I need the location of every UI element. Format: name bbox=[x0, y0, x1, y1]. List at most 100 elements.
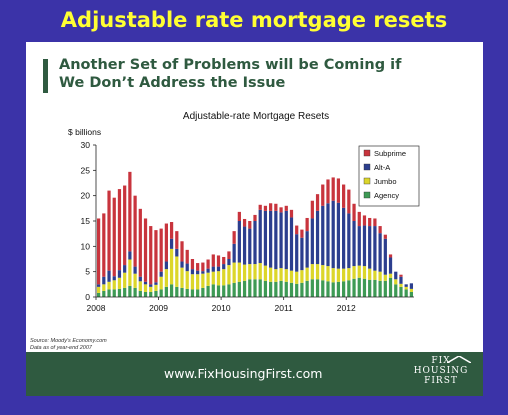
bar-agency-37 bbox=[289, 282, 294, 297]
headline-line-1: Another Set of Problems will be Coming i… bbox=[59, 57, 402, 73]
bar-agency-46 bbox=[336, 281, 341, 297]
y-tick-label-15: 15 bbox=[81, 216, 91, 226]
bar-jumbo-6 bbox=[128, 259, 132, 286]
bar-jumbo-5 bbox=[123, 272, 127, 288]
y-tick-label-10: 10 bbox=[81, 241, 91, 251]
bar-jumbo-34 bbox=[274, 269, 278, 282]
bars-group bbox=[96, 171, 414, 297]
chart-legend: Subprime Alt-A Jumbo Agency bbox=[358, 145, 420, 207]
bar-subprime-27 bbox=[237, 211, 241, 221]
bar-jumbo-18 bbox=[190, 274, 195, 290]
bar-jumbo-49 bbox=[352, 266, 356, 279]
bar-agency-25 bbox=[227, 284, 231, 297]
bar-jumbo-33 bbox=[269, 267, 273, 282]
bar-agency-16 bbox=[180, 287, 184, 297]
bar-subprime-11 bbox=[154, 230, 158, 283]
bar-alta-27 bbox=[237, 221, 241, 263]
headline-line-2: We Don’t Address the Issue bbox=[59, 75, 286, 91]
bar-jumbo-4 bbox=[117, 277, 122, 289]
bar-subprime-5 bbox=[123, 185, 127, 266]
bar-jumbo-21 bbox=[206, 272, 210, 286]
y-tick-label-0: 0 bbox=[85, 292, 90, 302]
bar-alta-14 bbox=[169, 238, 174, 249]
chart-title: Adjustable-rate Mortgage Resets bbox=[183, 111, 329, 122]
bar-alta-9 bbox=[143, 281, 148, 285]
bar-agency-50 bbox=[357, 277, 361, 297]
bar-alta-12 bbox=[159, 271, 163, 277]
bar-alta-6 bbox=[128, 251, 132, 260]
bar-subprime-47 bbox=[342, 184, 346, 208]
reset-chart: Adjustable-rate Mortgage Resets $ billio… bbox=[68, 111, 420, 313]
bar-jumbo-48 bbox=[347, 268, 351, 281]
bar-jumbo-9 bbox=[143, 284, 148, 292]
bar-alta-48 bbox=[347, 213, 351, 269]
bar-jumbo-28 bbox=[242, 264, 247, 281]
page-title: Adjustable rate mortgage resets bbox=[60, 8, 448, 32]
bar-agency-51 bbox=[362, 278, 367, 297]
bar-subprime-21 bbox=[206, 259, 210, 269]
bar-alta-43 bbox=[321, 205, 325, 266]
bar-agency-17 bbox=[185, 288, 189, 297]
bar-alta-36 bbox=[284, 210, 288, 270]
bar-jumbo-12 bbox=[159, 276, 163, 290]
bar-subprime-13 bbox=[164, 223, 168, 262]
legend-label-jumbo: Jumbo bbox=[374, 177, 397, 186]
bar-subprime-50 bbox=[357, 211, 361, 227]
bar-subprime-39 bbox=[300, 229, 304, 238]
bar-subprime-18 bbox=[190, 259, 195, 270]
bar-subprime-26 bbox=[232, 231, 236, 244]
bar-agency-59 bbox=[404, 289, 408, 297]
bar-agency-43 bbox=[321, 280, 325, 297]
bar-agency-42 bbox=[315, 279, 320, 297]
bar-subprime-45 bbox=[331, 177, 335, 201]
y-tick-label-30: 30 bbox=[81, 140, 91, 150]
bar-subprime-28 bbox=[242, 218, 247, 227]
bar-alta-41 bbox=[310, 218, 314, 265]
bar-agency-5 bbox=[123, 287, 127, 297]
bar-jumbo-25 bbox=[227, 265, 231, 285]
bar-jumbo-60 bbox=[409, 288, 414, 292]
bar-subprime-38 bbox=[295, 225, 299, 235]
bar-agency-4 bbox=[117, 288, 122, 297]
bar-jumbo-58 bbox=[399, 283, 403, 287]
bar-subprime-49 bbox=[352, 203, 356, 221]
bar-alta-44 bbox=[326, 203, 330, 267]
bar-alta-29 bbox=[248, 228, 252, 265]
x-tick-label-2012: 2012 bbox=[337, 303, 356, 313]
bar-subprime-10 bbox=[149, 226, 153, 285]
bar-jumbo-19 bbox=[196, 274, 200, 290]
bar-jumbo-1 bbox=[102, 284, 106, 291]
bar-alta-26 bbox=[232, 243, 236, 263]
logo-line-1: FIX bbox=[431, 356, 451, 366]
bar-subprime-58 bbox=[399, 274, 403, 277]
logo-line-2: HOUSING bbox=[413, 366, 469, 376]
bar-jumbo-51 bbox=[362, 266, 367, 279]
footer-url[interactable]: www.FixHousingFirst.com bbox=[164, 366, 323, 381]
bar-alta-53 bbox=[373, 226, 377, 271]
bar-agency-35 bbox=[279, 280, 283, 297]
bar-alta-7 bbox=[133, 266, 137, 274]
bar-alta-28 bbox=[242, 226, 247, 265]
bar-subprime-48 bbox=[347, 189, 351, 214]
bar-agency-9 bbox=[143, 291, 148, 297]
bar-alta-40 bbox=[305, 231, 309, 268]
bar-alta-38 bbox=[295, 234, 299, 272]
axes-group: 0 5 10 15 20 25 30 2008 2009 2010 2011 2012 bbox=[81, 140, 414, 313]
bar-agency-12 bbox=[159, 289, 163, 297]
bar-agency-21 bbox=[206, 285, 210, 297]
bar-subprime-15 bbox=[175, 231, 179, 249]
bar-jumbo-44 bbox=[326, 266, 330, 282]
bar-jumbo-16 bbox=[180, 267, 184, 288]
bar-subprime-25 bbox=[227, 251, 231, 259]
bar-subprime-46 bbox=[336, 178, 341, 203]
bar-subprime-4 bbox=[117, 189, 122, 271]
bar-agency-8 bbox=[138, 290, 142, 297]
bar-alta-49 bbox=[352, 221, 356, 267]
bar-alta-55 bbox=[383, 238, 387, 275]
bar-jumbo-14 bbox=[169, 248, 174, 285]
bar-agency-55 bbox=[383, 280, 387, 297]
bar-jumbo-37 bbox=[289, 270, 294, 283]
legend-swatch-subprime bbox=[363, 149, 371, 157]
bar-alta-17 bbox=[185, 263, 189, 272]
legend-swatch-agency bbox=[363, 191, 371, 199]
